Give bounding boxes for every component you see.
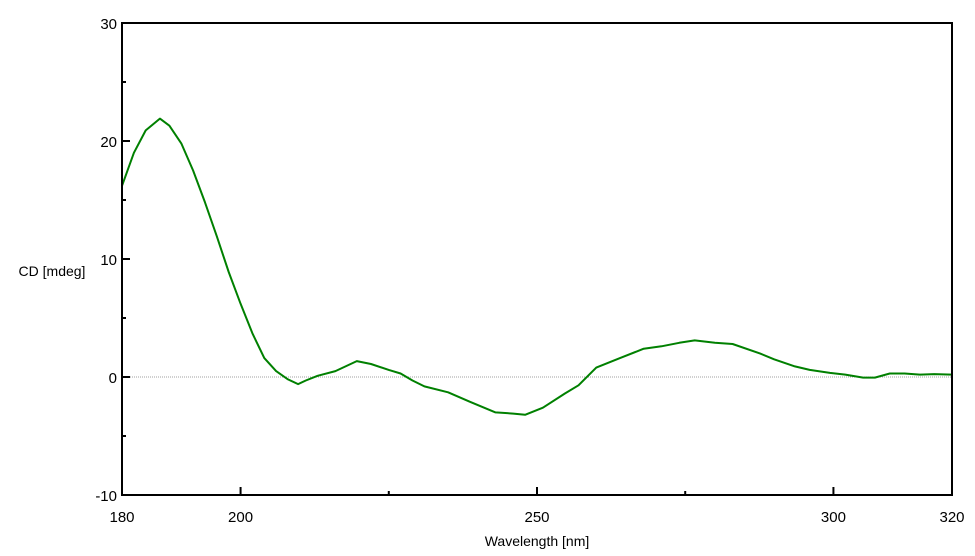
y-tick-label: -10 [95, 488, 117, 505]
y-tick-label: 30 [100, 16, 117, 33]
plot-frame [121, 22, 953, 496]
y-tick-labels: -10 0 10 20 30 [95, 16, 117, 505]
x-tick-label: 320 [939, 509, 964, 526]
x-tick-label: 180 [109, 509, 134, 526]
y-tick-label: 20 [100, 134, 117, 151]
tick-marks [122, 81, 835, 495]
x-tick-label: 250 [524, 509, 549, 526]
y-tick-label: 0 [109, 370, 117, 387]
x-tick-label: 300 [821, 509, 846, 526]
y-tick-label: 10 [100, 252, 117, 269]
x-axis-title: Wavelength [nm] [485, 533, 590, 549]
cd-spectrum-line [121, 117, 953, 416]
x-tick-label: 200 [228, 509, 253, 526]
y-axis-title: CD [mdeg] [19, 263, 86, 279]
x-tick-labels: 180 200 250 300 320 [109, 509, 964, 526]
